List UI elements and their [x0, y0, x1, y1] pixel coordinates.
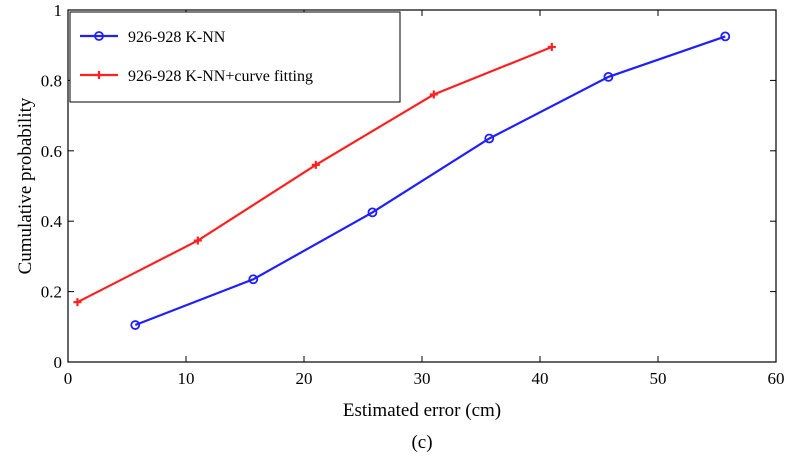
y-tick-label: 0.8: [41, 71, 62, 90]
axis-ticks: 0 10 20 30 40 50 60 0 0.2 0.4 0.6 0.8 1: [41, 1, 785, 388]
y-axis-title: Cumulative probability: [15, 97, 36, 274]
data-point: [193, 236, 202, 245]
legend-label-1: 926-928 K-NN: [128, 29, 226, 46]
y-tick-label: 0.6: [41, 142, 62, 161]
data-point: [484, 133, 495, 144]
data-point: [94, 31, 104, 41]
data-point: [429, 90, 438, 99]
data-point: [311, 160, 320, 169]
x-tick-label: 0: [64, 369, 73, 388]
series-layer: [73, 31, 731, 330]
legend-label-2: 926-928 K-NN+curve fitting: [128, 68, 313, 85]
data-point: [130, 320, 141, 330]
x-tick-label: 10: [178, 369, 195, 388]
y-tick-label: 0.4: [41, 212, 63, 231]
x-tick-label: 20: [296, 369, 313, 388]
data-point: [95, 71, 103, 79]
series-line-1: [134, 35, 726, 327]
data-point: [603, 71, 614, 82]
y-tick-label: 0: [54, 353, 63, 372]
legend-box: [69, 11, 401, 103]
x-tick-label: 50: [650, 369, 667, 388]
legend: 926-928 K-NN 926-928 K-NN+curve fitting: [69, 11, 401, 103]
figure-caption: (c): [411, 432, 432, 453]
data-point: [547, 42, 556, 51]
x-tick-label: 60: [768, 369, 785, 388]
data-point: [367, 207, 378, 218]
y-tick-label: 1: [54, 1, 63, 20]
data-point: [73, 298, 82, 307]
data-point: [720, 31, 731, 42]
x-tick-label: 40: [532, 369, 549, 388]
data-point: [248, 274, 259, 285]
y-tick-label: 0.2: [41, 283, 62, 302]
x-axis-title: Estimated error (cm): [343, 400, 501, 421]
x-tick-label: 30: [414, 369, 431, 388]
